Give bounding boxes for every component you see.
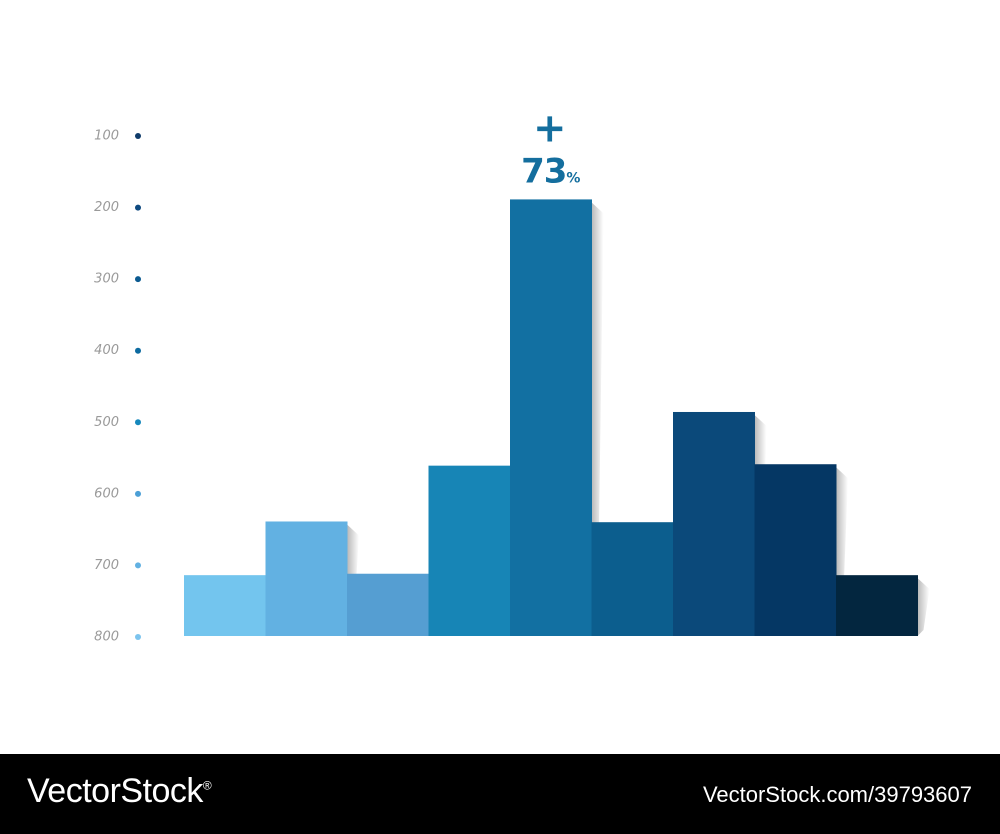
y-tick-dot xyxy=(135,490,141,497)
y-tick-dot xyxy=(135,419,141,426)
watermark-bar: VectorStock® VectorStock.com/39793607 xyxy=(0,754,1000,834)
y-tick-dot xyxy=(135,204,141,211)
bar xyxy=(184,575,266,636)
y-tick-label: 100 xyxy=(94,129,119,144)
peak-callout: + 73% xyxy=(521,105,580,191)
y-tick-dot xyxy=(135,562,141,569)
bar xyxy=(591,522,674,636)
callout-label: 73% xyxy=(521,151,580,191)
y-tick-label: 300 xyxy=(94,272,119,287)
bar xyxy=(673,411,755,636)
y-tick-label: 700 xyxy=(94,558,119,573)
callout-plus-sign: + xyxy=(533,105,567,151)
bar-chart: 100 200 300 400 500 600 700 800 + 73% xyxy=(94,105,930,645)
watermark-brand: VectorStock® xyxy=(27,772,212,810)
y-tick-dot xyxy=(135,276,141,283)
y-tick-dot xyxy=(135,133,141,139)
y-tick-dot xyxy=(135,634,141,640)
bar xyxy=(428,465,511,636)
y-tick-label: 200 xyxy=(94,200,119,215)
callout-value: 73 xyxy=(521,151,566,191)
bar xyxy=(265,521,348,636)
bar-shadow xyxy=(917,578,930,636)
y-tick-dot xyxy=(135,347,141,354)
callout-unit: % xyxy=(566,170,580,186)
bar xyxy=(836,575,918,636)
y-tick-label: 800 xyxy=(94,630,119,645)
bar xyxy=(754,464,837,636)
bar xyxy=(347,573,429,636)
bars xyxy=(184,199,918,636)
watermark-image-id: VectorStock.com/39793607 xyxy=(702,782,972,807)
y-axis: 100 200 300 400 500 600 700 800 xyxy=(94,129,141,645)
bar xyxy=(510,199,592,636)
y-tick-label: 400 xyxy=(94,343,119,358)
y-tick-label: 500 xyxy=(94,415,119,430)
y-tick-label: 600 xyxy=(94,486,119,501)
